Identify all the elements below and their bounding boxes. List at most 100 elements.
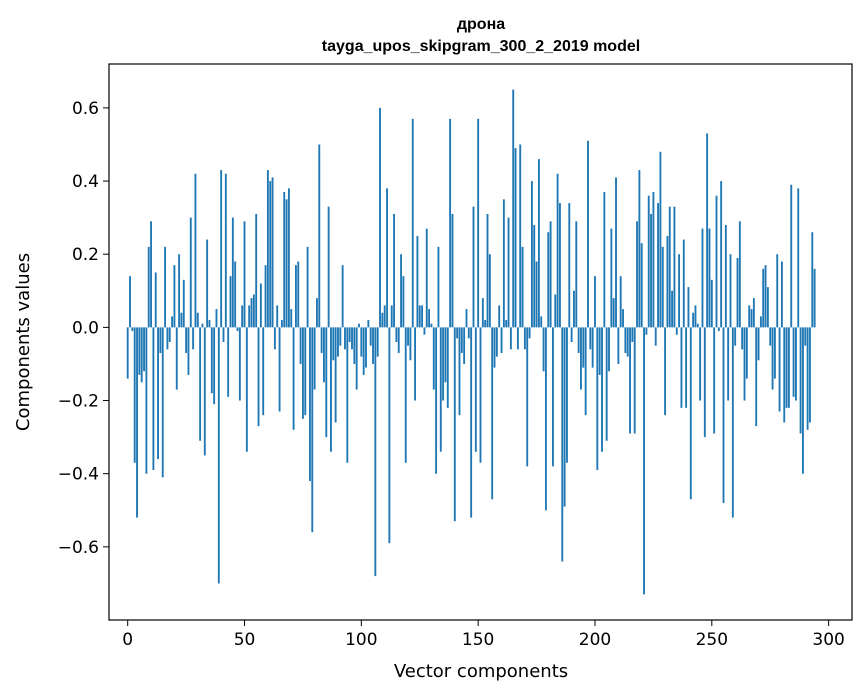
bar	[231, 217, 234, 328]
bar	[787, 327, 790, 408]
bar	[622, 309, 624, 328]
bar	[210, 327, 213, 394]
bar	[367, 320, 370, 328]
bar	[348, 327, 351, 342]
bar	[301, 327, 304, 419]
bar	[411, 118, 414, 328]
bar	[458, 327, 461, 416]
bar	[764, 265, 767, 328]
bar	[203, 327, 206, 456]
y-tick-label: 0.2	[72, 245, 99, 265]
bar	[617, 327, 620, 364]
bar	[549, 221, 552, 328]
bar	[154, 272, 157, 328]
bar	[147, 246, 150, 328]
bar	[418, 305, 421, 328]
bar	[285, 199, 288, 328]
bar	[741, 327, 744, 350]
bar	[542, 327, 545, 372]
bar	[220, 170, 223, 328]
bar	[537, 159, 540, 328]
bar	[472, 206, 475, 328]
bar	[257, 327, 260, 427]
bar	[442, 327, 445, 401]
bar	[643, 327, 645, 595]
bar	[152, 327, 155, 471]
bar	[173, 265, 176, 328]
bar	[311, 327, 314, 533]
bar	[778, 327, 781, 412]
bar	[720, 181, 723, 328]
chart-subtitle: tayga_upos_skipgram_300_2_2019 model	[322, 38, 640, 55]
bar	[287, 188, 290, 328]
x-tick-label: 300	[812, 630, 844, 650]
bar	[449, 118, 452, 328]
x-axis-label: Vector components	[394, 661, 568, 682]
bar	[437, 246, 440, 328]
bar	[713, 327, 716, 434]
bar	[776, 254, 779, 328]
bar	[201, 323, 204, 328]
bar	[584, 327, 587, 416]
bar	[187, 327, 190, 375]
bar	[528, 327, 531, 339]
bar	[596, 327, 599, 471]
bar	[390, 305, 393, 328]
bar	[664, 327, 667, 416]
bar	[514, 148, 517, 328]
bar	[351, 327, 353, 350]
bar	[376, 327, 379, 357]
bar	[682, 239, 685, 328]
bar	[589, 327, 592, 350]
bar	[631, 327, 634, 342]
bar	[724, 224, 727, 328]
bar	[512, 89, 515, 328]
bar	[318, 144, 321, 328]
bar	[353, 327, 356, 364]
y-tick-label: 0.0	[72, 318, 99, 338]
bar	[423, 327, 426, 335]
bar	[493, 327, 496, 368]
bar	[175, 327, 178, 390]
bar	[252, 294, 255, 328]
bar	[736, 257, 739, 328]
bar	[283, 192, 286, 328]
bar	[446, 327, 449, 408]
bar	[785, 327, 788, 408]
bar	[299, 327, 302, 364]
bar	[692, 312, 695, 328]
bar	[657, 203, 660, 328]
bar	[355, 327, 358, 390]
bar	[215, 309, 218, 328]
x-tick-label: 150	[462, 630, 494, 650]
bar	[227, 327, 230, 397]
bars-group	[126, 89, 816, 595]
bar	[217, 327, 220, 584]
bar	[131, 327, 134, 332]
bar	[556, 173, 559, 328]
y-axis-ticks: −0.6 −0.4 −0.2 0.0 0.2 0.4 0.6	[58, 99, 109, 558]
bar	[271, 177, 274, 328]
bar	[568, 203, 571, 328]
bar	[645, 327, 648, 335]
bar	[752, 298, 755, 328]
bar	[196, 312, 199, 328]
y-tick-label: −0.4	[58, 465, 99, 485]
bar	[603, 192, 606, 328]
bar	[439, 327, 442, 452]
bar	[393, 213, 395, 328]
bar	[194, 173, 197, 328]
bar	[608, 327, 610, 372]
y-tick-label: −0.6	[58, 538, 99, 558]
bar	[509, 327, 512, 350]
bar	[224, 173, 227, 328]
bar	[802, 327, 804, 474]
bar	[757, 327, 760, 361]
bar	[327, 206, 330, 328]
bar	[544, 327, 547, 511]
bar	[790, 184, 793, 328]
bar	[269, 181, 272, 328]
bar	[598, 327, 601, 375]
bar	[755, 327, 758, 427]
